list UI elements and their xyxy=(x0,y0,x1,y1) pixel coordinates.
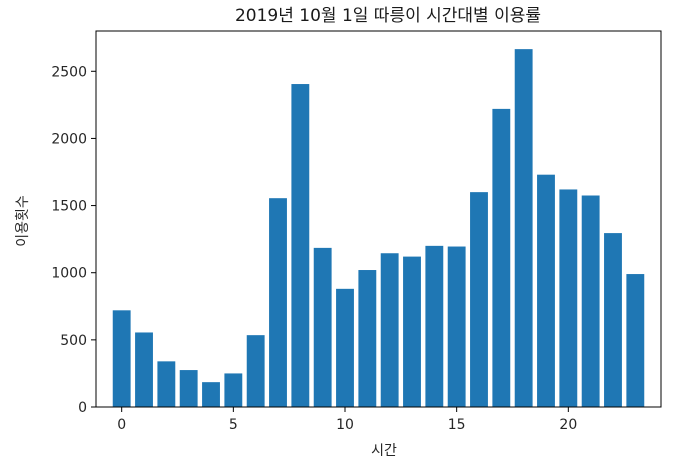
bar-hour-16 xyxy=(470,192,488,407)
x-tick-label: 0 xyxy=(117,417,126,433)
bar-hour-5 xyxy=(224,373,243,407)
x-axis-label: 시간 xyxy=(371,443,397,459)
bar-hour-17 xyxy=(492,108,511,407)
y-tick-label: 0 xyxy=(78,400,87,416)
x-tick-label: 20 xyxy=(559,417,577,433)
x-tick-label: 15 xyxy=(448,417,466,433)
bar-hour-10 xyxy=(336,288,354,407)
bar-hour-15 xyxy=(447,246,466,407)
bar-hour-18 xyxy=(514,49,533,407)
y-tick-label: 1000 xyxy=(51,266,87,282)
bar-hour-12 xyxy=(380,253,399,407)
x-axis: 0 5 10 15 20 xyxy=(117,407,577,433)
bar-hour-2 xyxy=(157,361,176,407)
bar-hour-7 xyxy=(269,198,287,407)
bar-hour-19 xyxy=(537,174,555,407)
bar-hour-9 xyxy=(313,247,332,407)
bar-hour-22 xyxy=(604,233,622,407)
y-axis-label: 이용횟수 xyxy=(15,195,31,247)
bar-hour-13 xyxy=(403,256,421,407)
y-tick-label: 1500 xyxy=(51,199,87,215)
bar-hour-1 xyxy=(135,332,153,407)
bar-hour-3 xyxy=(179,370,198,407)
bar-hour-21 xyxy=(581,195,600,407)
chart-title: 2019년 10월 1일 따릉이 시간대별 이용률 xyxy=(235,6,541,26)
bar-hour-20 xyxy=(559,189,578,407)
y-tick-label: 2500 xyxy=(51,64,87,80)
y-tick-label: 500 xyxy=(60,333,87,349)
bar-hour-0 xyxy=(112,310,131,407)
bar-hour-4 xyxy=(202,382,220,407)
bar-hour-23 xyxy=(626,274,645,407)
x-tick-label: 5 xyxy=(229,417,238,433)
bar-hour-14 xyxy=(425,245,444,407)
y-axis: 0 500 1000 1500 2000 2500 xyxy=(51,64,96,416)
bar-hour-6 xyxy=(246,335,265,407)
bar-hour-11 xyxy=(358,270,377,407)
bar-hour-8 xyxy=(291,84,310,408)
y-tick-label: 2000 xyxy=(51,131,87,147)
bars-group xyxy=(112,49,645,408)
x-tick-label: 10 xyxy=(336,417,354,433)
plot-frame xyxy=(95,30,662,408)
